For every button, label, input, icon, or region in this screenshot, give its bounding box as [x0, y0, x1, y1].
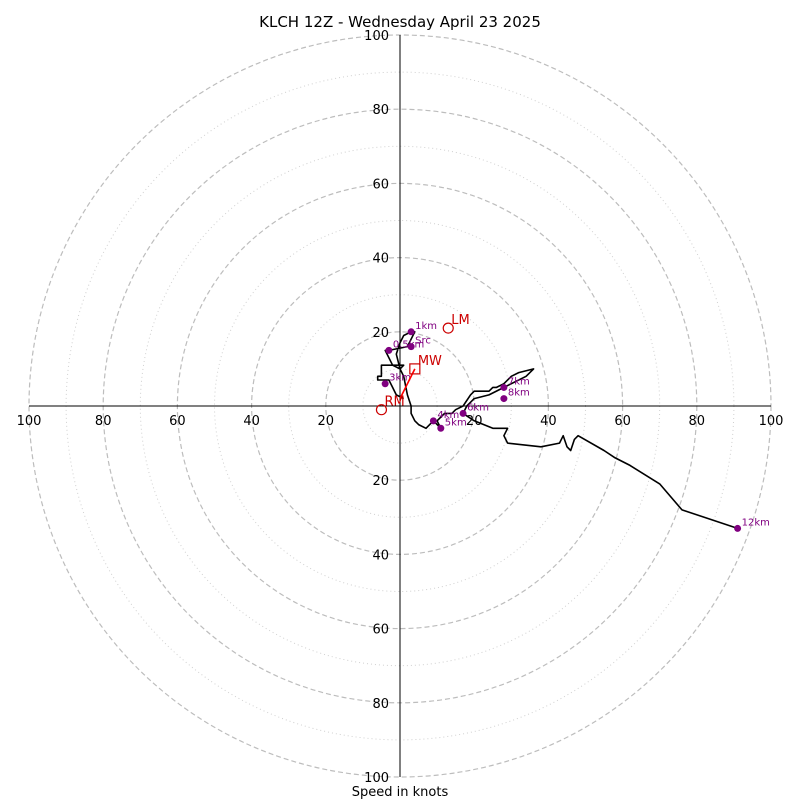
storm-motion-label: MW [418, 354, 442, 369]
x-tick-label: 60 [614, 414, 631, 429]
height-marker-dot [500, 383, 508, 391]
x-tick-label: 80 [95, 414, 112, 429]
y-tick-label: 40 [372, 548, 389, 563]
x-tick-label: 40 [540, 414, 557, 429]
storm-motion-marker [375, 404, 388, 416]
y-tick-label: 60 [372, 177, 389, 192]
height-marker-label: 6km [467, 402, 489, 413]
y-tick-label: 20 [372, 326, 389, 341]
x-tick-label: 20 [318, 414, 335, 429]
y-tick-label: 100 [364, 29, 389, 44]
height-marker-label: Src [415, 336, 431, 347]
storm-motion-label: LM [451, 313, 469, 328]
y-tick-label: 80 [372, 697, 389, 712]
x-tick-label: 60 [169, 414, 186, 429]
y-tick-label: 80 [372, 103, 389, 118]
height-marker-dot [381, 380, 389, 388]
x-tick-label: 40 [243, 414, 260, 429]
height-marker-dot [385, 346, 393, 354]
height-marker-label: 12km [742, 517, 770, 528]
x-tick-label: 100 [759, 414, 784, 429]
storm-motion-marker [409, 363, 421, 375]
height-marker-label: 8km [508, 388, 530, 399]
x-tick-label: 100 [17, 414, 42, 429]
height-marker-dot [437, 424, 445, 432]
axes [29, 35, 771, 777]
height-marker-dot [407, 343, 415, 351]
height-markers: 0.5km1kmSrc3km4km5km6km7km8km12km [381, 321, 770, 532]
storm-motion-marker [442, 322, 454, 334]
height-marker-label: 1km [415, 321, 437, 332]
height-marker-label: 4km [437, 410, 459, 421]
storm-motion-label: RM [384, 395, 404, 410]
height-marker-label: 5km [445, 417, 467, 428]
wind-trace [376, 331, 738, 530]
y-tick-label: 60 [372, 623, 389, 638]
height-marker-dot [429, 417, 437, 425]
y-tick-label: 100 [364, 771, 389, 786]
x-tick-label: 80 [689, 414, 706, 429]
height-marker-label: 7km [508, 376, 530, 387]
tick-labels: 100 80 60 40 20 20 40 60 80 100100806040202040608… [17, 29, 784, 786]
height-marker-label: 3km [389, 373, 411, 384]
height-marker-dot [459, 409, 467, 417]
height-marker-dot [407, 328, 415, 336]
y-tick-label: 40 [372, 252, 389, 267]
height-marker-dot [734, 524, 742, 532]
wind-trace-line [376, 331, 738, 530]
height-marker-dot [500, 395, 508, 403]
y-tick-label: 20 [372, 474, 389, 489]
x-axis-label: Speed in knots [352, 785, 449, 800]
chart-title: KLCH 12Z - Wednesday April 23 2025 [259, 13, 541, 31]
storm-motions: LM MW RM [375, 313, 470, 416]
